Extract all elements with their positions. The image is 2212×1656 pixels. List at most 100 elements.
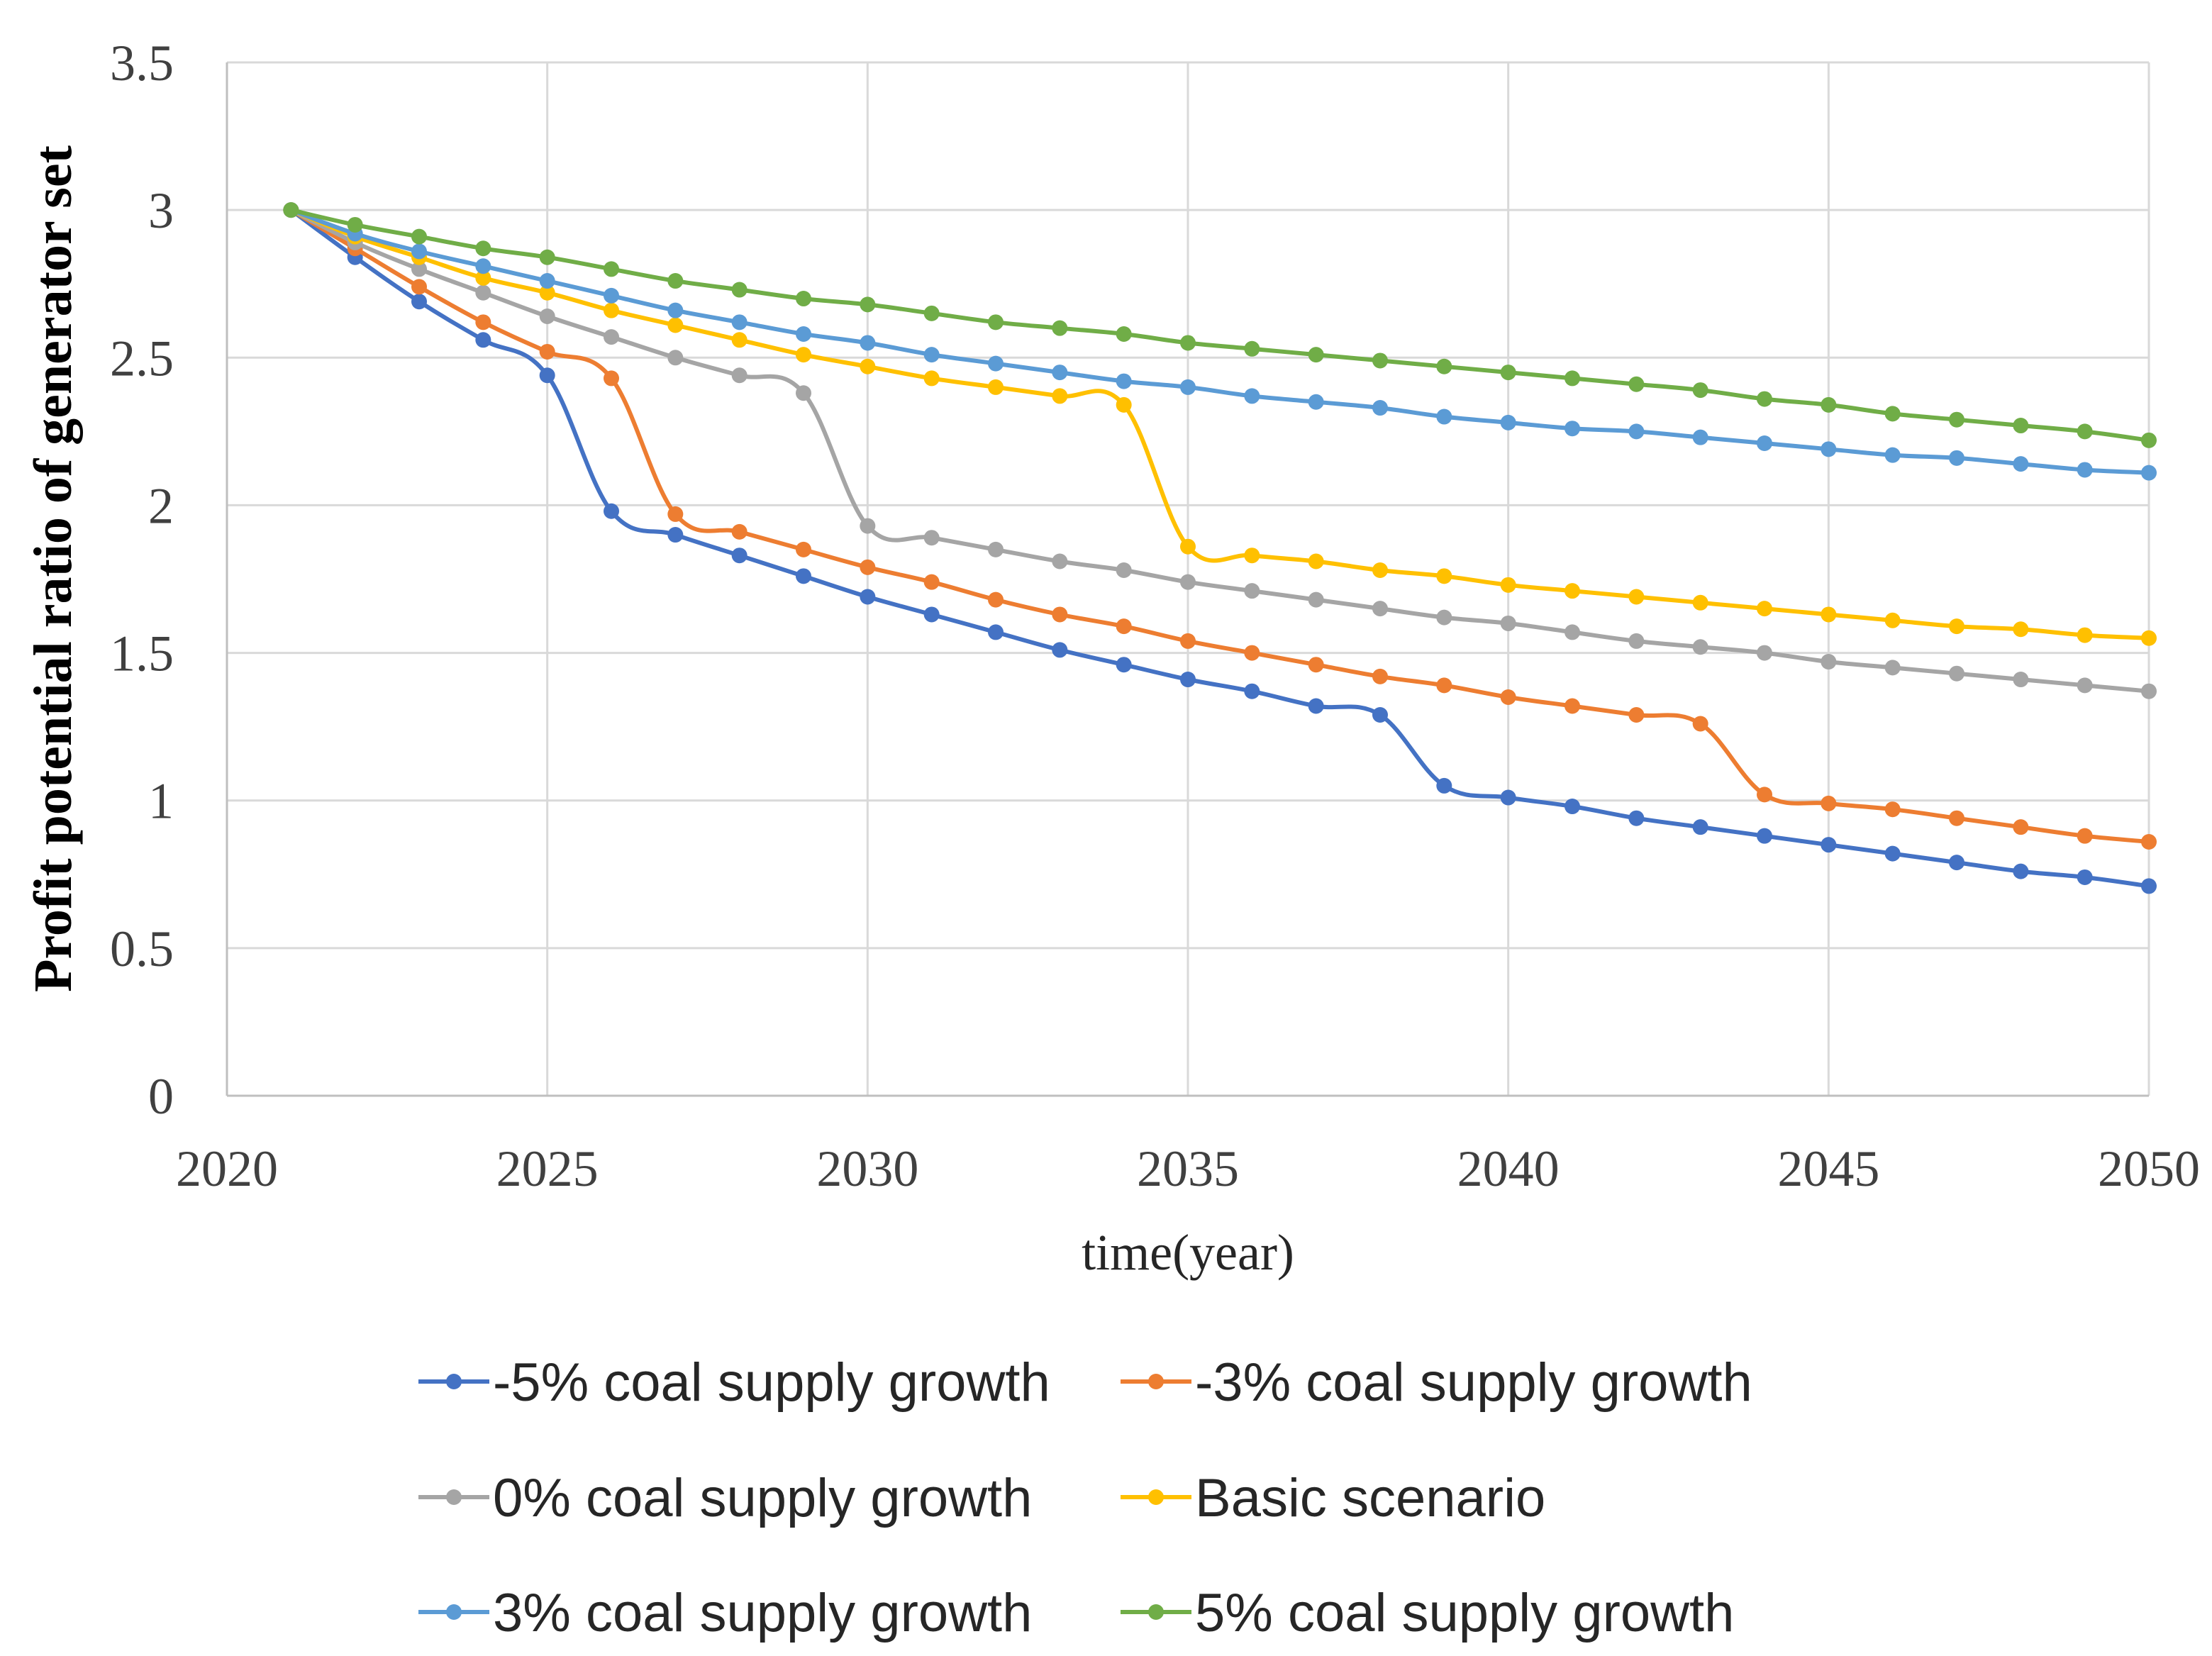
legend-item: -5% coal supply growth [418,1352,1050,1413]
data-point [1372,562,1388,579]
data-point [604,329,619,345]
data-point [1884,447,1901,463]
data-point [1500,414,1516,430]
grid-lines [227,61,2150,1096]
series-group [283,202,2157,894]
data-point [475,269,491,286]
data-point [2141,833,2157,850]
data-point [1436,568,1452,584]
data-point [1884,406,1901,422]
data-point [539,273,555,289]
data-point [2141,630,2157,646]
data-point [1949,450,1964,466]
legend-item: Basic scenario [1121,1468,1545,1528]
data-point [475,258,491,274]
y-tick-label: 2 [148,477,174,534]
data-point [1244,645,1260,661]
data-point [796,568,811,584]
data-point [604,370,619,387]
data-point [2013,819,2029,835]
data-point [731,548,747,564]
data-point [1500,615,1516,631]
data-point [2077,869,2093,885]
data-point [1564,583,1580,599]
legend-item: 5% coal supply growth [1121,1583,1734,1643]
data-point [1308,347,1324,363]
data-point [2077,627,2093,643]
data-point [1436,677,1452,694]
data-point [667,317,684,333]
series-group [283,202,2157,850]
axes [226,62,2149,1097]
x-tick-label: 2025 [496,1140,599,1197]
data-point [2013,672,2029,688]
data-point [1372,400,1388,416]
data-point [539,367,555,384]
data-point [1821,441,1837,457]
x-tick-label: 2030 [816,1140,918,1197]
legend-label: 5% coal supply growth [1195,1583,1734,1643]
series-group [283,202,2157,481]
data-point [1628,423,1645,440]
data-point [2077,462,2093,478]
data-point [1180,379,1196,395]
legend-swatch-marker [446,1489,462,1505]
data-point [860,518,876,534]
y-tick-label: 1 [148,773,174,830]
data-point [411,261,427,277]
data-point [539,343,555,360]
data-point [667,527,684,543]
x-tick-label: 2035 [1137,1140,1239,1197]
data-point [1308,657,1324,673]
data-point [1052,320,1068,336]
data-point [1692,819,1708,835]
data-point [1372,601,1388,617]
data-point [1949,411,1964,428]
data-point [2077,677,2093,694]
data-point [1500,689,1516,706]
data-point [1628,633,1645,649]
data-point [667,350,684,366]
tick-labels: 0 0.5 1 1.5 2 2.5 3 3.5 2020 2025 2030 2035 2040 2045… [110,35,2200,1197]
data-point [731,332,747,348]
data-point [2013,456,2029,472]
data-point [1757,787,1772,803]
data-point [1180,574,1196,590]
data-point [1500,789,1516,806]
data-point [923,305,940,321]
data-point [1692,716,1708,732]
data-point [1757,828,1772,844]
data-point [1500,365,1516,381]
data-point [347,216,363,233]
data-point [923,530,940,546]
data-point [923,347,940,363]
data-point [2077,423,2093,440]
data-point [475,240,491,257]
data-point [1116,373,1132,389]
data-point [475,284,491,301]
legend-item: 3% coal supply growth [418,1583,1032,1643]
data-point [1821,396,1837,413]
data-point [796,541,811,557]
data-point [1564,421,1580,437]
series-line [289,208,2151,475]
data-point [1180,672,1196,688]
data-point [1628,376,1645,392]
data-point [1949,810,1964,826]
data-point [1116,562,1132,579]
legend-item: -3% coal supply growth [1121,1352,1752,1413]
x-tick-label: 2020 [176,1140,278,1197]
data-point [1052,388,1068,404]
data-point [411,228,427,245]
data-point [1757,601,1772,617]
data-point [796,291,811,307]
series-group [283,202,2157,699]
data-point [1244,683,1260,699]
legend-swatch-marker [1148,1374,1164,1389]
y-tick-label: 3.5 [110,35,174,91]
data-point [1564,698,1580,714]
data-point [796,326,811,342]
data-point [1884,660,1901,676]
data-point [796,385,811,401]
